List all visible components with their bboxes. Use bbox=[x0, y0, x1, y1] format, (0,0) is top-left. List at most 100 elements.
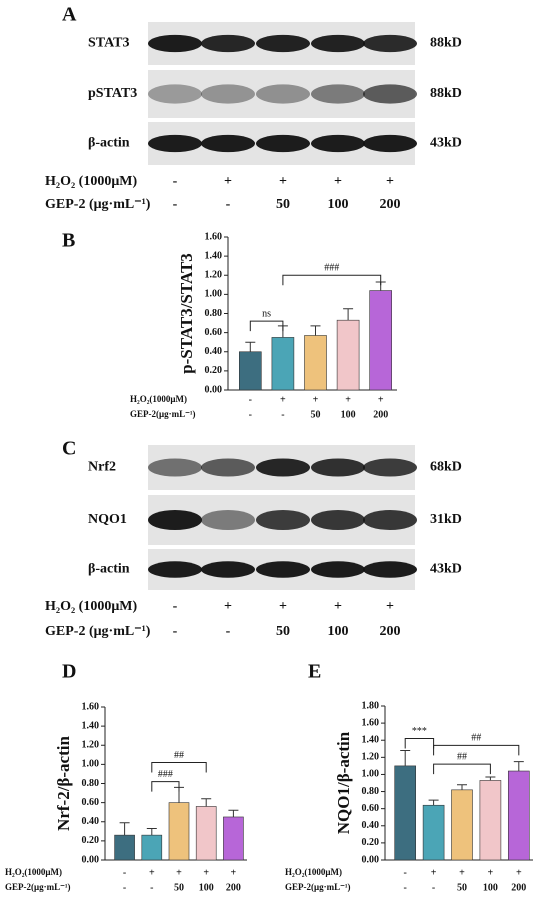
x-row-label: GEP-2(μg·mL⁻¹) bbox=[130, 409, 196, 419]
condition-value: - bbox=[173, 624, 178, 639]
blot-band bbox=[201, 458, 255, 477]
blot-band bbox=[363, 561, 417, 578]
condition-label: GEP-2 (μg·mL⁻¹) bbox=[45, 197, 151, 212]
significance-bracket bbox=[433, 763, 491, 775]
bar bbox=[168, 802, 190, 861]
x-row-label: GEP-2(μg·mL⁻¹) bbox=[285, 882, 351, 892]
x-row-value: - bbox=[123, 867, 126, 878]
x-row-value: + bbox=[203, 867, 209, 878]
x-row-value: 200 bbox=[373, 409, 388, 420]
x-row-value: + bbox=[149, 867, 155, 878]
x-row-value: 200 bbox=[226, 882, 241, 893]
condition-value: + bbox=[334, 599, 342, 614]
x-row-value: 50 bbox=[174, 882, 184, 893]
x-row-value: - bbox=[404, 882, 407, 893]
blot-band bbox=[363, 134, 417, 153]
blot-band bbox=[148, 561, 202, 578]
x-row-value: - bbox=[432, 882, 435, 893]
blot-band bbox=[363, 458, 417, 477]
x-row-value: - bbox=[249, 409, 252, 420]
y-axis-label: Nrf-2/β-actin bbox=[54, 736, 73, 831]
blot-band bbox=[256, 510, 310, 530]
x-row-value: - bbox=[150, 882, 153, 893]
blot-band bbox=[256, 561, 310, 578]
panel-label: A bbox=[62, 4, 77, 26]
x-row-value: + bbox=[231, 867, 237, 878]
bar bbox=[195, 806, 217, 861]
y-tick-label: 0.40 bbox=[362, 820, 380, 831]
x-row-value: + bbox=[378, 394, 384, 405]
significance-label: ns bbox=[262, 308, 271, 319]
condition-value: 200 bbox=[380, 197, 401, 212]
y-tick-label: 1.20 bbox=[82, 740, 100, 751]
size-label: 88kD bbox=[430, 36, 462, 51]
bar bbox=[394, 765, 417, 861]
protein-label: β-actin bbox=[88, 136, 130, 151]
significance-label: *** bbox=[412, 726, 427, 737]
error-bar bbox=[485, 776, 496, 781]
condition-value: 100 bbox=[328, 197, 349, 212]
condition-value: 100 bbox=[328, 624, 349, 639]
x-row-value: 100 bbox=[341, 409, 356, 420]
blot-band bbox=[311, 458, 365, 477]
error-bar bbox=[119, 822, 130, 836]
y-tick-label: 0.60 bbox=[362, 803, 380, 814]
y-tick-label: 1.60 bbox=[362, 717, 380, 728]
y-tick-label: 1.60 bbox=[205, 231, 223, 242]
condition-value: - bbox=[226, 624, 231, 639]
blot-band bbox=[201, 84, 255, 104]
condition-value: 50 bbox=[276, 624, 290, 639]
bar bbox=[479, 780, 502, 861]
y-axis-label: p-STAT3/STAT3 bbox=[177, 253, 196, 374]
condition-value: - bbox=[226, 197, 231, 212]
x-row-value: + bbox=[516, 867, 522, 878]
blot-band bbox=[311, 134, 365, 153]
x-row-value: - bbox=[281, 409, 284, 420]
error-bar bbox=[513, 761, 524, 772]
bar bbox=[507, 770, 530, 861]
bar bbox=[114, 834, 135, 861]
y-tick-label: 0.20 bbox=[362, 837, 380, 848]
condition-value: - bbox=[173, 197, 178, 212]
blot-band bbox=[148, 510, 202, 530]
blot-band bbox=[148, 34, 202, 53]
x-row-value: + bbox=[431, 867, 437, 878]
significance-bracket bbox=[282, 274, 382, 286]
y-tick-label: 1.00 bbox=[82, 759, 100, 770]
blot-band bbox=[201, 134, 255, 153]
protein-label: β-actin bbox=[88, 562, 130, 577]
y-tick-label: 0.00 bbox=[205, 384, 223, 395]
error-bar bbox=[245, 341, 256, 352]
y-tick-label: 0.60 bbox=[82, 797, 100, 808]
y-tick-label: 1.40 bbox=[205, 250, 223, 261]
size-label: 43kD bbox=[430, 562, 462, 577]
y-tick-label: 0.40 bbox=[82, 816, 100, 827]
protein-label: pSTAT3 bbox=[88, 86, 137, 101]
blot-band bbox=[148, 458, 202, 477]
x-row-value: - bbox=[249, 394, 252, 405]
y-tick-label: 0.00 bbox=[82, 854, 100, 865]
y-tick-label: 0.80 bbox=[82, 778, 100, 789]
condition-value: + bbox=[386, 174, 394, 189]
protein-label: STAT3 bbox=[88, 36, 130, 51]
y-tick-label: 1.20 bbox=[362, 752, 380, 763]
protein-label: Nrf2 bbox=[88, 460, 116, 475]
y-tick-label: 1.60 bbox=[82, 701, 100, 712]
blot-band bbox=[148, 134, 202, 153]
blot-band bbox=[256, 134, 310, 153]
x-row-value: + bbox=[176, 867, 182, 878]
error-bar bbox=[343, 308, 354, 321]
bar bbox=[223, 816, 244, 861]
bar bbox=[369, 290, 393, 391]
blot-band bbox=[311, 561, 365, 578]
panel-label: E bbox=[308, 661, 321, 683]
panel-label: C bbox=[62, 438, 76, 460]
blot-band bbox=[201, 34, 255, 53]
condition-value: 50 bbox=[276, 197, 290, 212]
y-tick-label: 0.60 bbox=[205, 327, 223, 338]
bar bbox=[141, 834, 163, 861]
significance-label: ## bbox=[457, 751, 467, 762]
y-tick-label: 0.00 bbox=[362, 854, 380, 865]
y-tick-label: 1.40 bbox=[82, 720, 100, 731]
